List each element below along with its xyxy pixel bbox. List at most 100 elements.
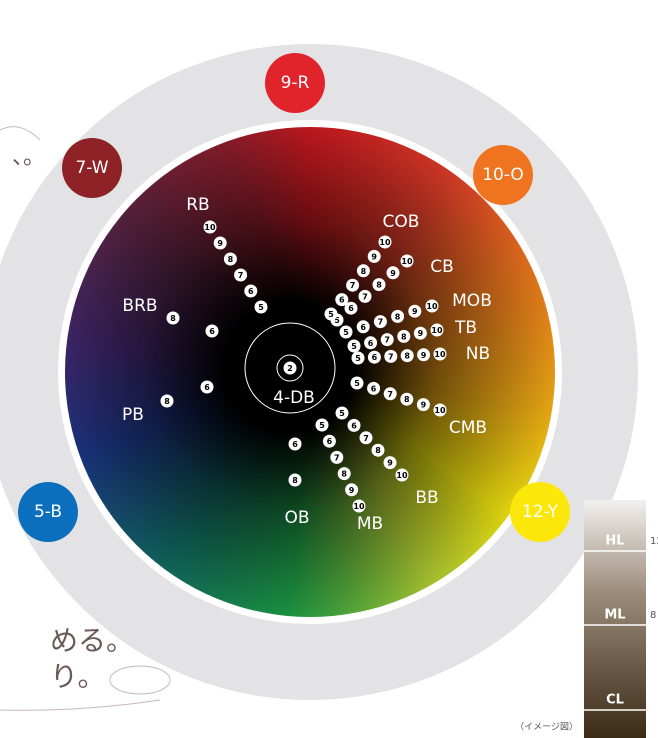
level-dot [391,309,405,323]
text-fragment: める。 [50,624,134,657]
level-dot [383,456,397,470]
level-number: 6 [209,327,215,336]
level-dot [430,323,444,337]
level-number: 7 [238,271,244,280]
level-number: 5 [258,303,264,312]
level-number: 10 [431,326,443,335]
scale-number: 12 [650,536,658,547]
ray-label: RB [186,195,209,215]
level-scale [584,500,646,738]
ray-label: CB [430,257,454,277]
level-number: 8 [404,352,410,361]
level-dot [335,406,349,420]
level-dot [288,437,302,451]
level-dot [400,392,414,406]
level-dot [433,403,447,417]
level-number: 10 [401,257,413,266]
level-number: 8 [361,267,367,276]
level-dot [203,220,217,234]
badge [62,138,122,198]
level-dot [416,398,430,412]
level-dot [352,499,366,513]
level-number: 7 [388,352,394,361]
level-dot [335,293,349,307]
level-number: 6 [339,296,345,305]
level-number: 5 [343,328,349,337]
level-dot [433,347,447,361]
level-dot [254,300,268,314]
badge [473,145,533,205]
level-number: 8 [401,332,407,341]
level-dot [324,307,338,321]
badge-label: 5-B [34,502,62,522]
scale-level: ML [604,608,625,623]
level-dot [244,284,258,298]
level-dot [288,473,302,487]
level-dot [205,324,219,338]
badge-label: 9-R [281,73,310,93]
level-number: 8 [164,397,170,406]
swirl [0,699,161,711]
level-number: 6 [204,383,210,392]
level-dot [358,289,372,303]
level-dot [367,350,381,364]
level-number: 10 [204,223,216,232]
badge [265,53,325,113]
text-fragment: り。 [50,660,105,693]
level-number: 5 [355,354,361,363]
level-dot [383,387,397,401]
level-number: 7 [362,292,368,301]
level-dot [160,394,174,408]
level-number: 7 [363,434,369,443]
level-number: 6 [360,323,366,332]
level-dot [397,329,411,343]
level-number: 9 [421,401,427,410]
level-dot [367,249,381,263]
ray-label: COB [383,212,420,232]
level-dot [359,431,373,445]
level-number: 9 [371,252,377,261]
level-number: 8 [375,446,381,455]
level-number: 6 [348,304,354,313]
swirl [109,665,171,695]
level-number: 5 [354,379,360,388]
level-dot [413,326,427,340]
center-label: 4-DB [273,388,315,408]
level-number: 10 [353,502,365,511]
badge-label: 12-Y [522,502,559,522]
level-number: 9 [217,239,223,248]
scale-level: HL [605,534,624,549]
level-number: 8 [292,476,298,485]
level-dot [380,333,394,347]
level-dot [384,349,398,363]
ray-label: MOB [452,291,492,311]
level-dot [417,348,431,362]
level-dot [356,264,370,278]
level-dot [344,301,358,315]
level-dot [400,349,414,363]
level-dot [350,376,364,390]
level-number: 2 [287,364,293,373]
level-dot [283,361,297,375]
level-dot [234,268,248,282]
badge [510,482,570,542]
level-number: 6 [292,440,298,449]
level-number: 5 [319,421,325,430]
level-number: 10 [379,238,391,247]
ray-label: BB [415,488,438,508]
level-dot [345,483,359,497]
ray-label: OB [284,508,309,528]
level-dot [347,339,361,353]
level-dot [351,351,365,365]
level-dot [364,336,378,350]
level-number: 7 [387,390,393,399]
level-dot [322,434,336,448]
level-dot [356,320,370,334]
level-dot [373,315,387,329]
level-dot [330,450,344,464]
ray-label: PB [122,405,144,425]
level-number: 7 [384,336,390,345]
level-number: 5 [339,409,345,418]
level-number: 6 [368,339,374,348]
